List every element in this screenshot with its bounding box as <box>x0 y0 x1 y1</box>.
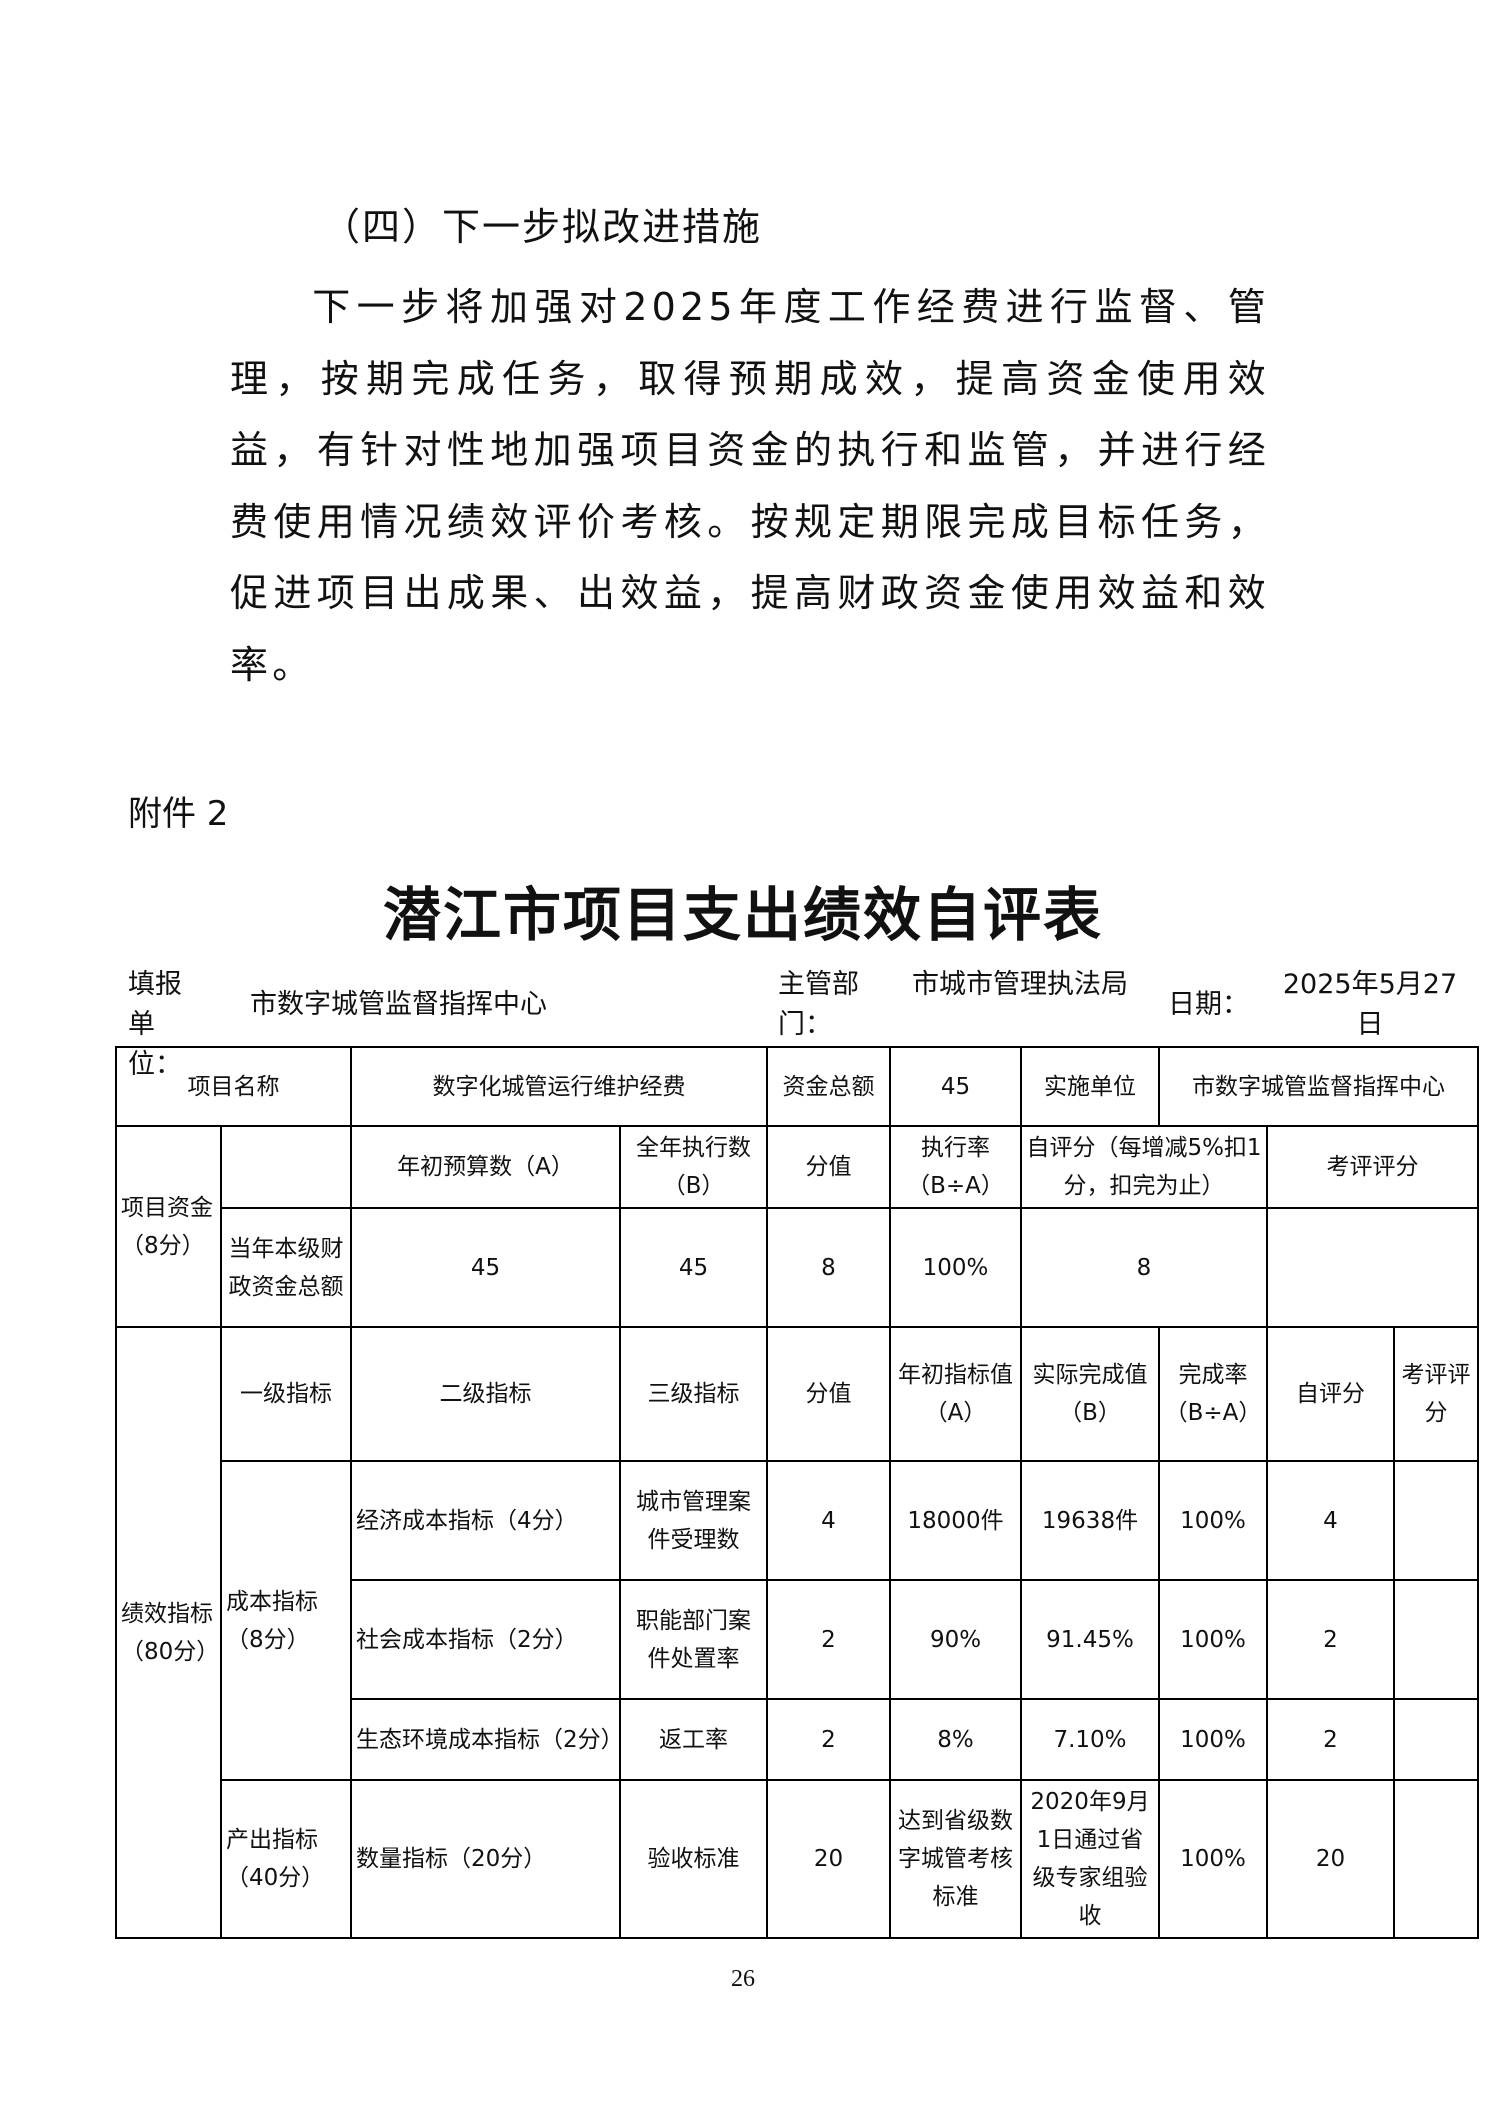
project-name-label: 项目名称 <box>115 1046 352 1127</box>
cell: 100% <box>889 1207 1022 1328</box>
table-row: 产出指标（40分） 数量指标（20分） 验收标准 20 达到省级数字城管考核标准… <box>116 1779 1479 1939</box>
header-cell: 考评评分 <box>1266 1125 1479 1209</box>
header-cell: 完成率（B÷A） <box>1158 1326 1268 1462</box>
cell <box>1393 1460 1479 1581</box>
header-cell: 分值 <box>766 1326 891 1462</box>
table-row: 生态环境成本指标（2分） 返工率 2 8% 7.10% 100% 2 <box>116 1698 1479 1781</box>
cell: 100% <box>1158 1779 1268 1939</box>
table-row: 社会成本指标（2分） 职能部门案件处置率 2 90% 91.45% 100% 2 <box>116 1579 1479 1700</box>
cell: 职能部门案件处置率 <box>619 1579 768 1700</box>
form-title: 潜江市项目支出绩效自评表 <box>382 881 1103 949</box>
cell: 20 <box>1266 1779 1395 1939</box>
dept-label: 主管部门： <box>778 969 859 1040</box>
header-cell: 分值 <box>766 1125 891 1209</box>
cell: 7.10% <box>1020 1698 1160 1781</box>
cell: 19638件 <box>1020 1460 1160 1581</box>
header-cell: 三级指标 <box>619 1326 768 1462</box>
cell: 达到省级数字城管考核标准 <box>889 1779 1022 1939</box>
performance-table: 项目名称 数字化城管运行维护经费 资金总额 45 实施单位 市数字城管监督指挥中… <box>115 1046 1479 1939</box>
dept-value: 市城市管理执法局 <box>912 969 1128 1000</box>
perf-section-label: 绩效指标（80分） <box>115 1326 222 1939</box>
unit-value: 市数字城管监督指挥中心 <box>250 989 547 1020</box>
project-name: 数字化城管运行维护经费 <box>350 1046 768 1127</box>
header-cell: 全年执行数（B） <box>619 1125 768 1209</box>
page-number: 26 <box>731 1966 755 1992</box>
cell: 社会成本指标（2分） <box>350 1579 621 1700</box>
group-label: 成本指标（8分） <box>220 1460 352 1781</box>
header-cell: 二级指标 <box>350 1326 621 1462</box>
cell <box>1393 1579 1479 1700</box>
total-funds-label: 资金总额 <box>766 1046 891 1127</box>
impl-unit-label: 实施单位 <box>1020 1046 1160 1127</box>
header-cell: 实际完成值（B） <box>1020 1326 1160 1462</box>
cell: 4 <box>1266 1460 1395 1581</box>
cell: 返工率 <box>619 1698 768 1781</box>
header-cell: 自评分 <box>1266 1326 1395 1462</box>
cell: 生态环境成本指标（2分） <box>350 1698 624 1781</box>
blank-cell <box>220 1125 352 1209</box>
date-value: 2025年5月27日 <box>1282 969 1458 1040</box>
header-cell: 年初指标值（A） <box>889 1326 1022 1462</box>
group-label: 产出指标（40分） <box>220 1779 352 1939</box>
table-row: 当年本级财政资金总额 45 45 8 100% 8 <box>116 1207 1479 1328</box>
section-heading: （四）下一步拟改进措施 <box>322 205 763 249</box>
cell: 验收标准 <box>619 1779 768 1939</box>
cell: 45 <box>350 1207 621 1328</box>
cell: 2020年9月1日通过省级专家组验收 <box>1020 1779 1160 1939</box>
cell: 8 <box>1020 1207 1268 1328</box>
cell: 18000件 <box>889 1460 1022 1581</box>
cell: 经济成本指标（4分） <box>350 1460 621 1581</box>
header-cell: 执行率（B÷A） <box>889 1125 1022 1209</box>
table-row: 成本指标（8分） 经济成本指标（4分） 城市管理案件受理数 4 18000件 1… <box>116 1460 1479 1781</box>
cell <box>1266 1207 1479 1328</box>
table-row: 项目资金（8分） 年初预算数（A） 全年执行数（B） 分值 执行率（B÷A） 自… <box>115 1125 1479 1328</box>
cell <box>1393 1779 1479 1939</box>
cell: 8% <box>889 1698 1022 1781</box>
cell: 91.45% <box>1020 1579 1160 1700</box>
header-cell: 自评分（每增减5%扣1分，扣完为止） <box>1020 1125 1268 1209</box>
cell: 100% <box>1158 1698 1268 1781</box>
cell: 100% <box>1158 1460 1268 1581</box>
impl-unit: 市数字城管监督指挥中心 <box>1158 1046 1479 1127</box>
funds-section-label: 项目资金（8分） <box>115 1125 222 1328</box>
cell: 90% <box>889 1579 1022 1700</box>
cell: 2 <box>1266 1698 1395 1781</box>
cell: 4 <box>766 1460 891 1581</box>
header-cell: 一级指标 <box>220 1326 352 1462</box>
cell <box>1393 1698 1479 1781</box>
table-row: 项目名称 数字化城管运行维护经费 资金总额 45 实施单位 市数字城管监督指挥中… <box>115 1046 1479 1127</box>
cell: 城市管理案件受理数 <box>619 1460 768 1581</box>
cell: 45 <box>619 1207 768 1328</box>
attachment-label: 附件 2 <box>128 794 229 834</box>
row-label: 当年本级财政资金总额 <box>220 1207 352 1328</box>
header-cell: 考评评分 <box>1393 1326 1479 1462</box>
cell: 20 <box>766 1779 891 1939</box>
header-cell: 年初预算数（A） <box>350 1125 621 1209</box>
cell: 2 <box>1266 1579 1395 1700</box>
cell: 100% <box>1158 1579 1268 1700</box>
cell: 8 <box>766 1207 891 1328</box>
paragraph-text: 下一步将加强对2025年度工作经费进行监督、管理，按期完成任务，取得预期成效，提… <box>230 285 1270 687</box>
table-row: 绩效指标（80分） 一级指标 二级指标 三级指标 分值 年初指标值（A） 实际完… <box>115 1326 1479 1939</box>
cell: 数量指标（20分） <box>350 1779 621 1939</box>
cell: 2 <box>766 1579 891 1700</box>
body-paragraph: 下一步将加强对2025年度工作经费进行监督、管理，按期完成任务，取得预期成效，提… <box>230 272 1270 701</box>
total-funds: 45 <box>889 1046 1022 1127</box>
date-label: 日期： <box>1168 989 1249 1020</box>
cell: 2 <box>766 1698 891 1781</box>
